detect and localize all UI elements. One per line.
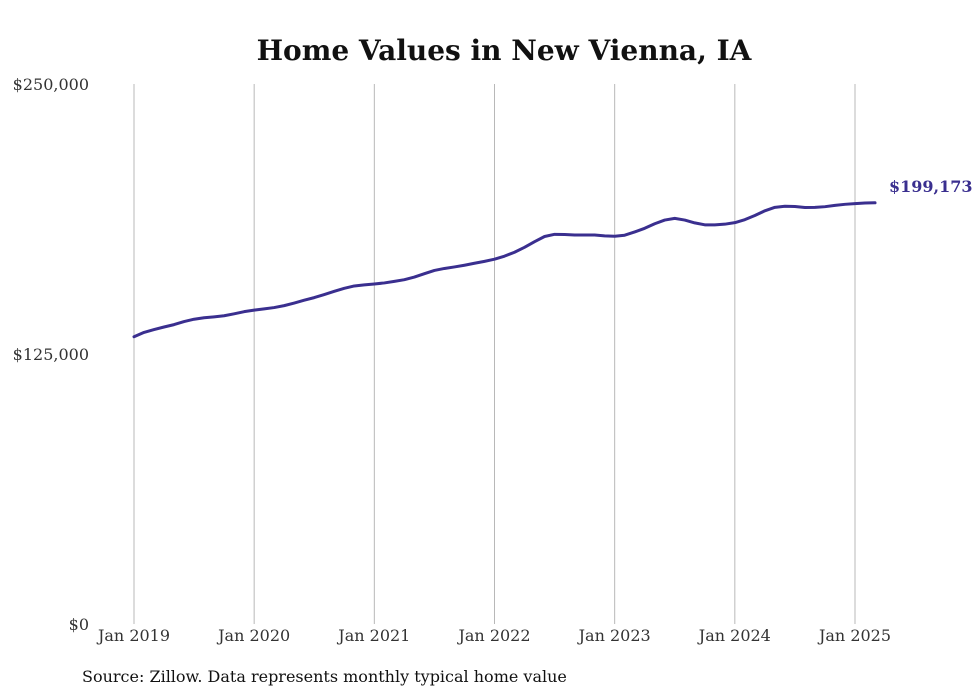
- latest-value-label: $199,173: [889, 177, 973, 196]
- source-note: Source: Zillow. Data represents monthly …: [82, 667, 567, 686]
- x-tick-label: Jan 2019: [96, 626, 170, 645]
- chart-title: Home Values in New Vienna, IA: [257, 34, 753, 67]
- x-tick-label: Jan 2025: [817, 626, 891, 645]
- y-axis-ticks: $0 $125,000 $250,000: [13, 75, 89, 634]
- x-tick-label: Jan 2024: [697, 626, 771, 645]
- y-tick-label: $250,000: [13, 75, 89, 94]
- x-tick-label: Jan 2022: [456, 626, 530, 645]
- vertical-gridlines: [133, 84, 856, 624]
- x-tick-label: Jan 2021: [336, 626, 410, 645]
- x-tick-label: Jan 2023: [577, 626, 651, 645]
- x-axis-ticks: Jan 2019 Jan 2020 Jan 2021 Jan 2022 Jan 2023…: [96, 626, 891, 645]
- series-layer: [132, 201, 877, 339]
- x-tick-label: Jan 2020: [216, 626, 290, 645]
- y-tick-label: $125,000: [13, 345, 89, 364]
- y-tick-label: $0: [69, 615, 89, 634]
- home-value-series-line: [132, 201, 877, 339]
